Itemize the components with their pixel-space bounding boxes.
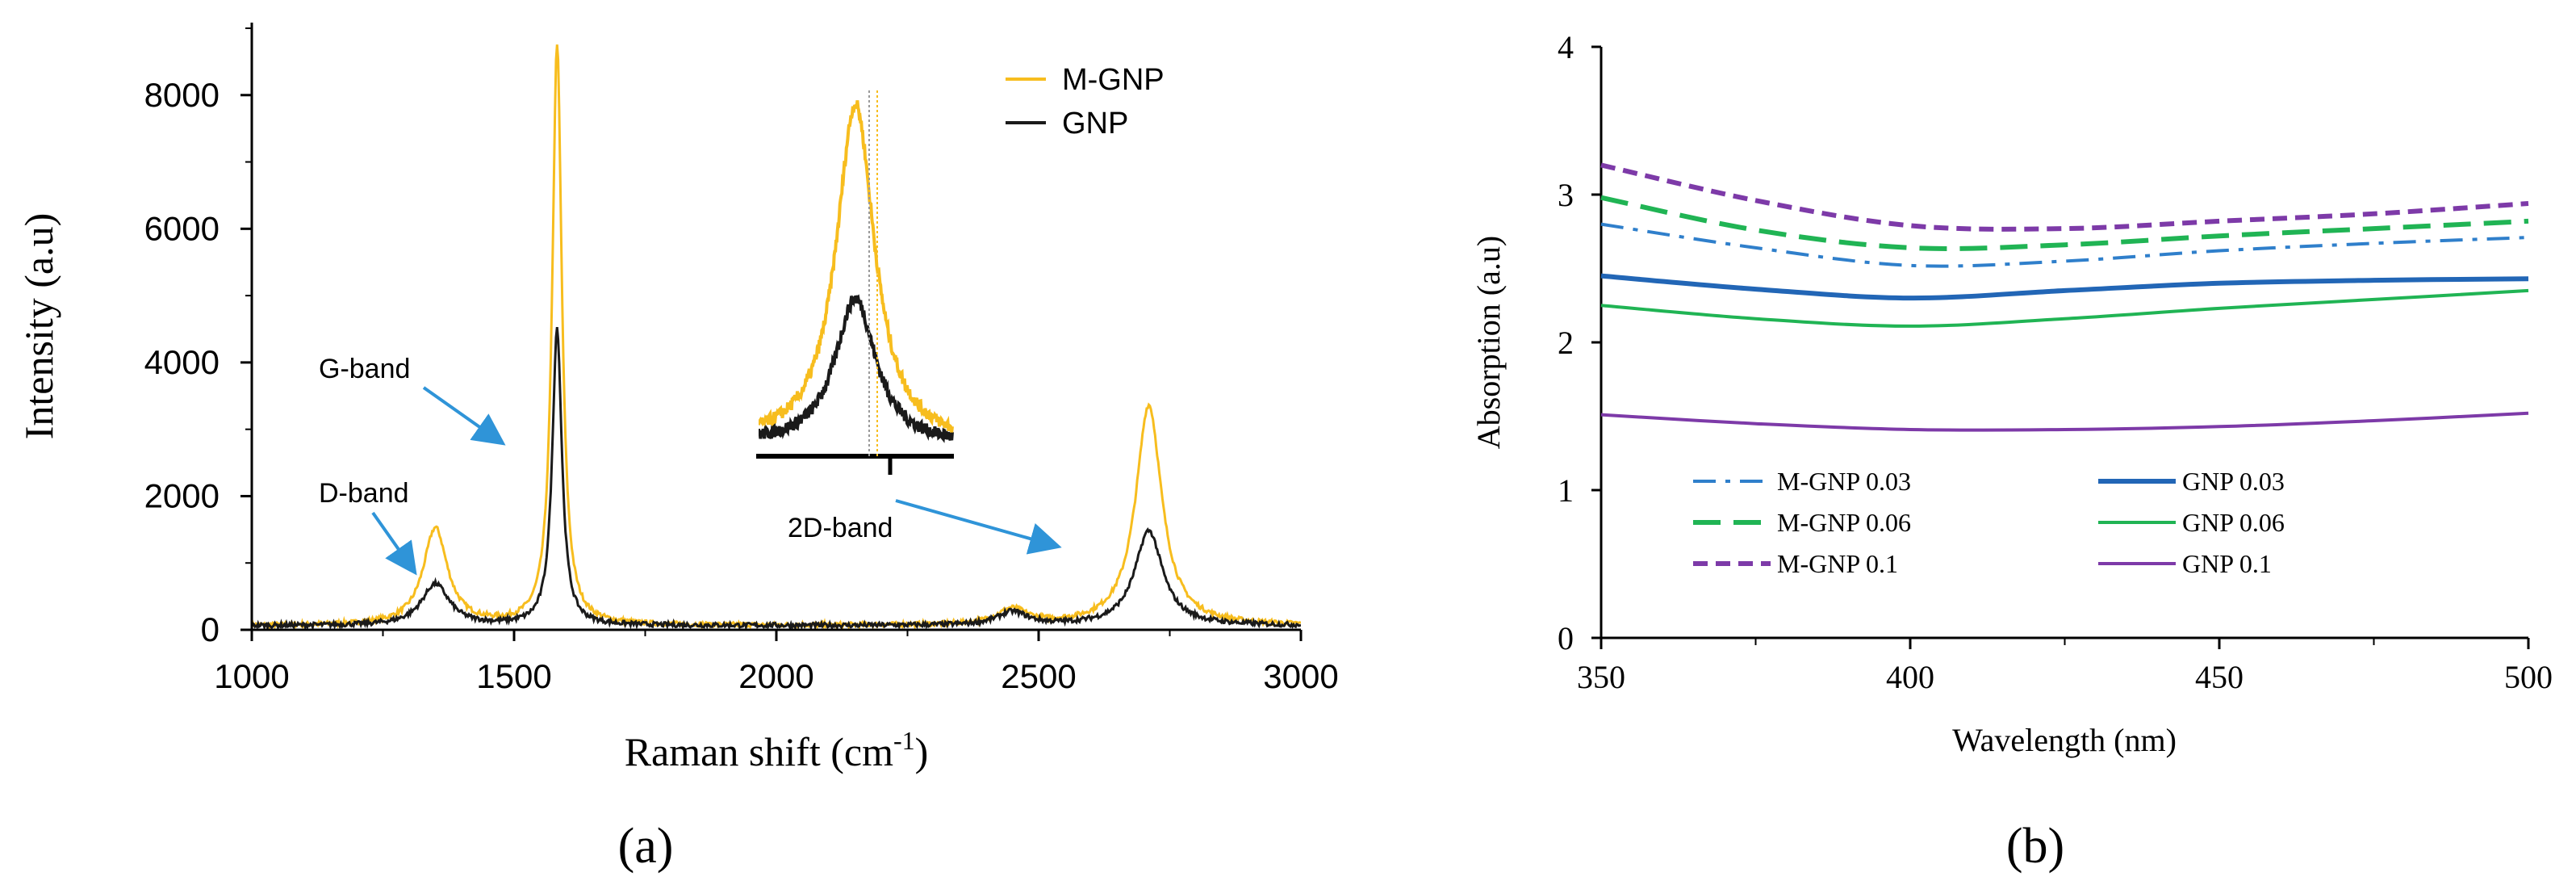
absorption-ytick-label: 2 xyxy=(1558,325,1574,361)
raman-ytick-label: 0 xyxy=(201,610,220,648)
legend-label-m-gnp-0-1: M-GNP 0.1 xyxy=(1777,549,1898,578)
absorption-series-m-gnp-0-03 xyxy=(1600,222,2529,268)
panel-label-b: (b) xyxy=(2006,819,2064,874)
absorption-series-gnp-0-03 xyxy=(1600,273,2529,301)
legend-label-gnp-0-06: GNP 0.06 xyxy=(2182,508,2285,537)
annotation-d-band: D-band xyxy=(319,478,409,509)
raman-xlabel-sup: -1 xyxy=(893,726,915,755)
absorption-series-group xyxy=(1600,162,2529,432)
raman-chart: 0 2000 4000 6000 8000 1000 1500 2000 2500 3000 In… xyxy=(16,23,1339,874)
absorption-xtick-label: 400 xyxy=(1886,659,1934,695)
raman-series-group xyxy=(252,44,1301,630)
panel-label-a: (a) xyxy=(618,819,674,874)
arrow-g-band xyxy=(422,386,506,446)
absorption-xtick-label: 500 xyxy=(2504,659,2553,695)
absorption-ticks: 0 1 2 3 4 350 400 450 500 xyxy=(1558,29,2553,695)
raman-xlabel-main: Raman shift (cm xyxy=(625,729,893,774)
absorption-ytick-label: 0 xyxy=(1558,620,1574,656)
raman-xtick-label: 1500 xyxy=(476,657,551,695)
absorption-legend: M-GNP 0.03 M-GNP 0.06 M-GNP 0.1 GNP 0.03 GNP… xyxy=(1693,467,2285,578)
raman-inset xyxy=(756,90,954,475)
absorption-xtick-label: 450 xyxy=(2195,659,2244,695)
raman-legend: M-GNP GNP xyxy=(1006,63,1165,140)
absorption-xlabel: Wavelength (nm) xyxy=(1952,722,2177,758)
arrow-d-band xyxy=(371,511,417,576)
raman-xtick-label: 2500 xyxy=(1001,657,1076,695)
raman-ytick-label: 6000 xyxy=(144,209,220,247)
absorption-series-gnp-0-1 xyxy=(1600,411,2529,432)
absorption-series-m-gnp-0-06 xyxy=(1600,195,2529,251)
legend-label-gnp-0-03: GNP 0.03 xyxy=(2182,467,2285,496)
legend-label-mgnp: M-GNP xyxy=(1062,63,1165,97)
raman-xlabel-end: ) xyxy=(915,729,929,774)
raman-xtick-label: 3000 xyxy=(1263,657,1338,695)
absorption-ytick-label: 4 xyxy=(1558,29,1574,65)
raman-ytick-label: 4000 xyxy=(144,343,220,381)
absorption-ytick-label: 1 xyxy=(1558,472,1574,509)
legend-label-gnp: GNP xyxy=(1062,107,1128,140)
raman-ytick-label: 2000 xyxy=(144,476,220,514)
legend-label-m-gnp-0-06: M-GNP 0.06 xyxy=(1777,508,1911,537)
absorption-ytick-label: 3 xyxy=(1558,177,1574,213)
arrow-2d-band xyxy=(895,499,1062,555)
inset-series-group xyxy=(759,100,954,443)
absorption-ylabel: Absorption (a.u) xyxy=(1470,236,1507,449)
absorption-xtick-label: 350 xyxy=(1577,659,1625,695)
legend-label-m-gnp-0-03: M-GNP 0.03 xyxy=(1777,467,1911,496)
raman-ticks: 0 2000 4000 6000 8000 1000 1500 2000 2500 3000 xyxy=(144,27,1339,695)
raman-xtick-label: 2000 xyxy=(738,657,813,695)
inset-series-gnp xyxy=(759,294,954,443)
raman-xlabel: Raman shift (cm-1) xyxy=(625,726,929,774)
annotation-2d-band: 2D-band xyxy=(788,513,893,543)
legend-label-gnp-0-1: GNP 0.1 xyxy=(2182,549,2272,578)
absorption-series-m-gnp-0-1 xyxy=(1600,162,2529,232)
absorption-series-gnp-0-06 xyxy=(1600,288,2529,328)
raman-ylabel: Intensity (a.u) xyxy=(16,213,61,439)
raman-series-gnp xyxy=(252,326,1301,630)
annotation-g-band: G-band xyxy=(319,354,410,384)
absorption-chart: 0 1 2 3 4 350 400 450 500 Absorption (a.u) Wavel… xyxy=(1470,29,2553,874)
inset-series-m-gnp xyxy=(759,100,954,433)
raman-xtick-label: 1000 xyxy=(214,657,289,695)
raman-ytick-label: 8000 xyxy=(144,76,220,114)
